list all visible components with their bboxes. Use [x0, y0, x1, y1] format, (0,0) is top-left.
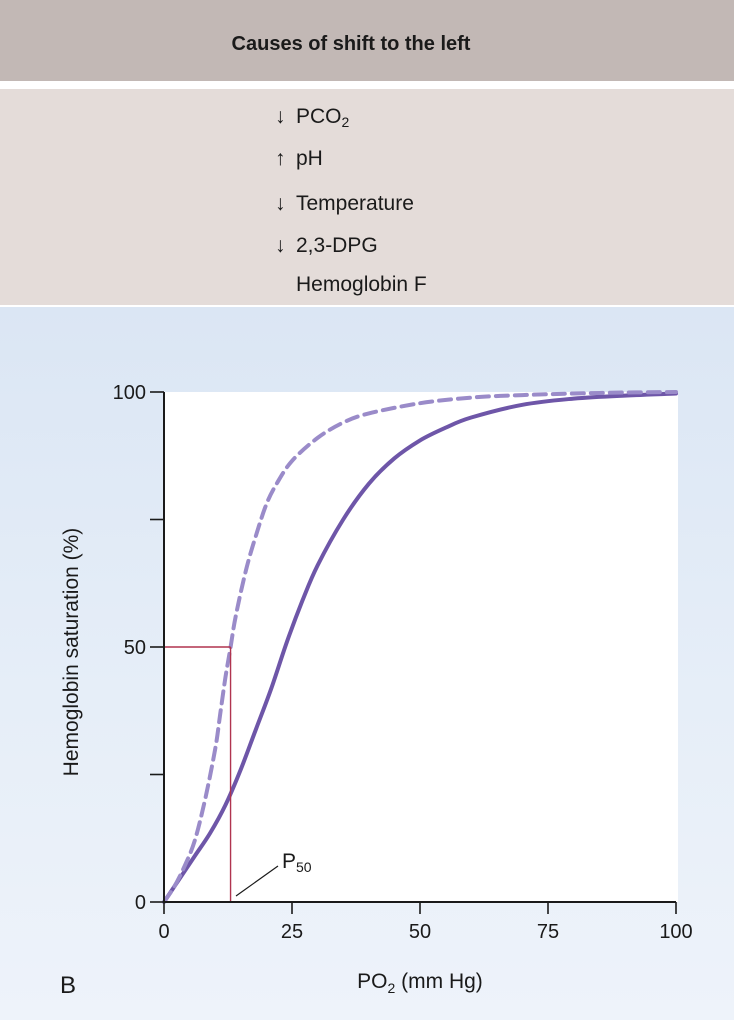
down-arrow-icon: ↓: [275, 192, 286, 215]
p50-leader-line: [235, 865, 279, 897]
plot-area: [164, 392, 678, 902]
cause-item-hemoglobin-f: Hemoglobin F: [275, 273, 427, 297]
y-tick-label: 0: [135, 892, 146, 914]
panel-label: B: [60, 972, 76, 999]
cause-label: PCO: [296, 105, 342, 128]
x-tick-label: 50: [409, 921, 431, 943]
cause-item-temperature: ↓ Temperature: [275, 192, 414, 216]
cause-label: Temperature: [296, 192, 414, 215]
shifted-left-curve: [162, 390, 678, 904]
y-tick-label: 100: [113, 382, 146, 404]
y-tick-label: 50: [124, 637, 146, 659]
x-tick-label: 100: [659, 921, 692, 943]
cause-subscript: 2: [341, 114, 350, 130]
x-tick-label: 75: [537, 921, 559, 943]
cause-item-dpg: ↓ 2,3-DPG: [275, 234, 378, 258]
causes-panel: ↓ PCO2 ↑ pH ↓ Temperature ↓ 2,3-DPG Hemoglob…: [0, 89, 734, 305]
x-axis-label: PO2 (mm Hg): [357, 970, 483, 996]
x-tick-label: 0: [158, 921, 169, 943]
down-arrow-icon: ↓: [275, 234, 286, 257]
cause-label: pH: [296, 147, 323, 170]
up-arrow-icon: ↑: [275, 147, 286, 170]
header-title: Causes of shift to the left: [231, 33, 471, 55]
cause-item-pco2: ↓ PCO2: [275, 105, 349, 130]
cause-label: 2,3-DPG: [296, 234, 378, 257]
cause-item-ph: ↑ pH: [275, 147, 323, 171]
normal-curve: [162, 391, 678, 904]
down-arrow-icon: ↓: [275, 105, 286, 128]
x-tick-label: 25: [281, 921, 303, 943]
header-band: Causes of shift to the left: [0, 0, 734, 81]
p50-annotation: P50: [282, 850, 312, 875]
cause-label: Hemoglobin F: [296, 273, 427, 296]
y-axis-label: Hemoglobin saturation (%): [60, 528, 83, 777]
